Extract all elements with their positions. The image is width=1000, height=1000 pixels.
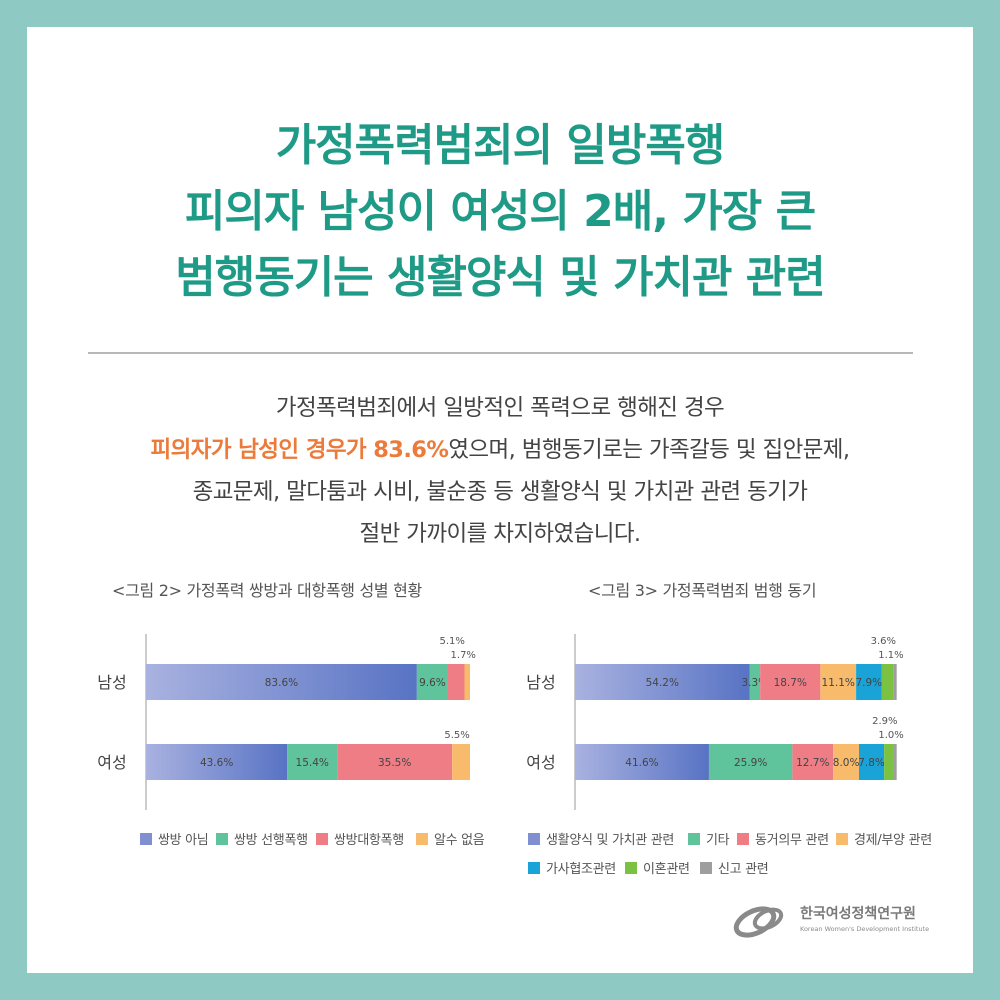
chart-3-bar-segment — [749, 664, 761, 700]
legend-swatch — [700, 862, 712, 874]
legend-label: 경제/부양 관련 — [854, 833, 932, 848]
legend-label: 기타 — [706, 833, 730, 848]
legend-item: 경제/부양 관련 — [836, 829, 932, 848]
legend-item: 쌍방 선행폭행 — [216, 829, 308, 848]
chart-3-bar-segment — [893, 664, 897, 700]
chart-3-bar-segment — [575, 664, 750, 700]
chart-2-title: <그림 2> 가정폭력 쌍방과 대항폭행 성별 현황 — [112, 581, 422, 600]
legend-label: 가사협조관련 — [546, 862, 616, 877]
chart-3-bar-segment — [881, 664, 894, 700]
chart-2-data-label: 83.6% — [265, 677, 298, 689]
legend-swatch — [737, 833, 749, 845]
chart-3-title: <그림 3> 가정폭력범죄 범행 동기 — [588, 581, 817, 600]
chart-2-data-label: 35.5% — [378, 757, 411, 769]
chart-3-data-label: 1.0% — [878, 730, 903, 741]
chart-3-bar-segment — [859, 744, 885, 780]
legend-swatch — [416, 833, 428, 845]
divider — [88, 352, 913, 354]
summary-line-2-rest: 였으며, 범행동기로는 가족갈등 및 집안문제, — [448, 437, 850, 463]
chart-3-data-label: 11.1% — [822, 677, 855, 689]
chart-2-bar-segment — [416, 664, 448, 700]
legend-item: 이혼관련 — [625, 858, 690, 877]
chart-3-data-label: 7.8% — [858, 757, 885, 769]
chart-3-bar-segment — [884, 744, 894, 780]
logo-english-name: Korean Women's Development Institute — [800, 925, 930, 933]
chart-2-bar-segment — [464, 664, 470, 700]
legend-swatch — [688, 833, 700, 845]
chart-2-data-label: 15.4% — [296, 757, 329, 769]
chart-3-bar-segment — [856, 664, 882, 700]
legend-item: 알수 없음 — [416, 829, 485, 848]
headline: 가정폭력범죄의 일방폭행 피의자 남성이 여성의 2배, 가장 큰 범행동기는 … — [0, 113, 1000, 311]
summary-line-2: 피의자가 남성인 경우가 83.6%였으며, 범행동기로는 가족갈등 및 집안문… — [0, 429, 1000, 471]
kwdi-logo-icon — [733, 906, 784, 938]
chart-3-bar-segment — [575, 744, 709, 780]
chart-2-bar-segment — [146, 664, 417, 700]
chart-3-data-label: 7.9% — [855, 677, 882, 689]
legend-item: 동거의무 관련 — [737, 829, 829, 848]
chart-2-bar-segment — [447, 664, 465, 700]
headline-line-2: 피의자 남성이 여성의 2배, 가장 큰 — [184, 186, 816, 237]
chart-2-data-label: 9.6% — [419, 677, 446, 689]
summary-text: 가정폭력범죄에서 일방적인 폭력으로 행해진 경우 피의자가 남성인 경우가 8… — [0, 387, 1000, 555]
chart-3-category-label: 남성 — [526, 673, 555, 692]
legend-item: 쌍방대항폭행 — [316, 829, 404, 848]
summary-line-1: 가정폭력범죄에서 일방적인 폭력으로 행해진 경우 — [275, 395, 725, 421]
chart-3-category-label: 여성 — [526, 753, 555, 772]
legend-label: 쌍방대항폭행 — [334, 833, 404, 848]
chart-3-data-label: 2.9% — [872, 716, 897, 727]
chart-2-data-label: 5.1% — [440, 636, 465, 647]
chart-3-bar-segment — [893, 744, 897, 780]
summary-line-4: 절반 가까이를 차지하였습니다. — [359, 521, 642, 547]
legend-label: 쌍방 아님 — [158, 833, 209, 848]
chart-2-data-label: 43.6% — [200, 757, 233, 769]
chart-3-data-label: 54.2% — [646, 677, 679, 689]
chart-2-category-label: 남성 — [97, 673, 126, 692]
chart-3-bar-segment — [708, 744, 793, 780]
summary-line-3: 종교문제, 말다툼과 시비, 불순종 등 생활양식 및 가치관 관련 동기가 — [192, 479, 808, 505]
chart-3-data-label: 8.0% — [833, 757, 860, 769]
chart-2-bar-segment — [287, 744, 338, 780]
logo-korean-name: 한국여성정책연구원 — [800, 906, 916, 922]
legend-swatch — [625, 862, 637, 874]
legend-label: 쌍방 선행폭행 — [234, 833, 308, 848]
legend-item: 기타 — [688, 829, 730, 848]
legend-swatch — [216, 833, 228, 845]
chart-3-data-label: 41.6% — [625, 757, 658, 769]
legend-label: 동거의무 관련 — [755, 833, 829, 848]
chart-3-bar-segment — [760, 664, 821, 700]
chart-2-data-label: 5.5% — [444, 730, 469, 741]
legend-swatch — [528, 833, 540, 845]
legend-item: 가사협조관련 — [528, 858, 616, 877]
legend-label: 이혼관련 — [643, 862, 690, 877]
headline-line-3: 범행동기는 생활양식 및 가치관 관련 — [175, 252, 825, 303]
chart-3-data-label: 1.1% — [878, 650, 903, 661]
legend-swatch — [836, 833, 848, 845]
chart-2-category-label: 여성 — [97, 753, 126, 772]
legend-item: 생활양식 및 가치관 관련 — [528, 829, 674, 848]
legend-label: 알수 없음 — [434, 833, 485, 848]
legend-item: 신고 관련 — [700, 858, 769, 877]
chart-3-data-label: 25.9% — [734, 757, 767, 769]
legend-label: 생활양식 및 가치관 관련 — [546, 833, 675, 848]
chart-3-bar-segment — [833, 744, 860, 780]
chart-2-data-label: 1.7% — [451, 650, 476, 661]
chart-2-bar-segment — [337, 744, 453, 780]
legend-swatch — [316, 833, 328, 845]
headline-line-1: 가정폭력범죄의 일방폭행 — [275, 120, 726, 171]
legend-swatch — [528, 862, 540, 874]
chart-2-bar-segment — [146, 744, 288, 780]
chart-3-data-label: 18.7% — [774, 677, 807, 689]
card — [27, 27, 973, 973]
legend-label: 신고 관련 — [718, 862, 769, 877]
legend-item: 쌍방 아님 — [140, 829, 209, 848]
chart-2-bar-segment — [452, 744, 470, 780]
summary-highlight: 피의자가 남성인 경우가 83.6% — [150, 437, 449, 463]
legend-swatch — [140, 833, 152, 845]
chart-3-data-label: 12.7% — [796, 757, 829, 769]
chart-3-bar-segment — [820, 664, 857, 700]
chart-3-data-label: 3.6% — [871, 636, 896, 647]
chart-3-bar-segment — [792, 744, 834, 780]
